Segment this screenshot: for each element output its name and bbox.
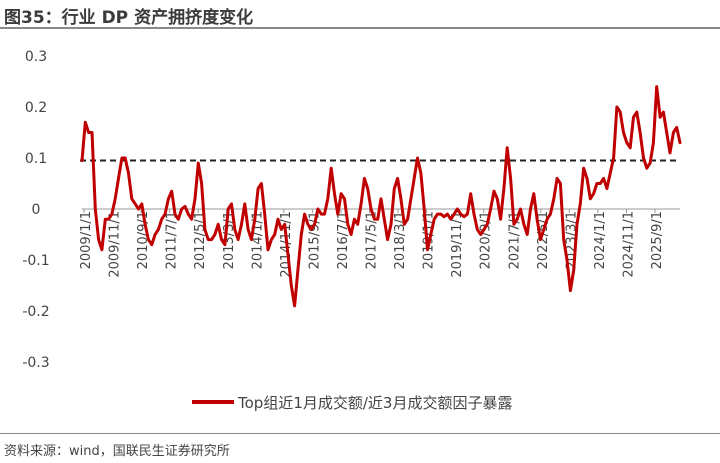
legend-label: Top组近1月成交额/近3月成交额因子暴露 (237, 394, 512, 412)
x-tick-label: 2025/9/1 (650, 211, 665, 269)
x-tick-label: 2017/5/1 (365, 211, 380, 269)
x-tick-label: 2010/9/1 (136, 211, 151, 269)
y-tick-label: 0.3 (25, 49, 47, 65)
y-tick-label: -0.3 (22, 355, 49, 371)
legend[interactable]: Top组近1月成交额/近3月成交额因子暴露 (192, 394, 512, 412)
x-tick-label: 2020/9/1 (479, 211, 494, 269)
grid-layer: 0.3 0.2 0.1 0 -0.1 -0.2 -0.3 2009/1/1 2009/11/1 2… (22, 49, 680, 371)
series-line (80, 85, 682, 308)
y-tick-label: 0.2 (25, 100, 47, 116)
y-tick-label: -0.2 (22, 304, 49, 320)
source-divider (0, 433, 720, 434)
x-tick-label: 2012/5/1 (193, 211, 208, 269)
series-layer (80, 85, 682, 308)
x-tick-label: 2009/1/1 (79, 211, 94, 269)
y-tick-label: 0.1 (25, 151, 47, 167)
line-chart: 0.3 0.2 0.1 0 -0.1 -0.2 -0.3 2009/1/1 2009/11/1 2… (22, 49, 682, 412)
y-tick-label: 0 (32, 202, 41, 218)
x-tick-label: 2009/11/1 (108, 211, 123, 278)
x-tick-label: 2011/7/1 (165, 211, 180, 269)
x-tick-label: 2015/9/1 (307, 211, 322, 269)
y-tick-label: -0.1 (22, 253, 49, 269)
x-tick-label: 2024/11/1 (621, 211, 636, 278)
figure-title: 图35：行业 DP 资产拥挤度变化 (4, 8, 254, 28)
source-note: 资料来源：wind，国联民生证券研究所 (4, 444, 230, 459)
x-tick-label: 2024/1/1 (593, 211, 608, 269)
x-tick-label: 2019/11/1 (450, 211, 465, 278)
x-tick-label: 2021/7/1 (507, 211, 522, 269)
title-divider (0, 27, 720, 29)
